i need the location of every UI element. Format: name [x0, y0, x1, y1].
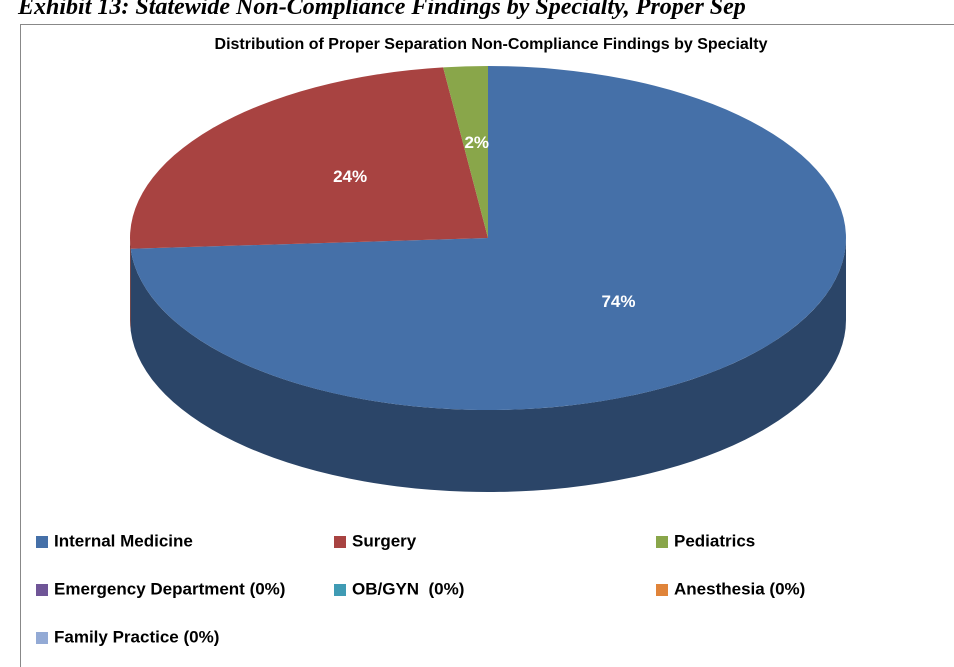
chart-title: Distribution of Proper Separation Non-Co…	[215, 36, 768, 53]
legend-swatch	[36, 536, 48, 548]
slice	[130, 66, 847, 410]
legend-swatch	[656, 536, 668, 548]
legend-label: OB/GYN (0%)	[352, 579, 464, 598]
legend-label: Pediatrics	[674, 531, 755, 550]
legend-swatch	[656, 584, 668, 596]
slice	[130, 67, 488, 249]
legend-swatch	[36, 584, 48, 596]
legend-swatch	[334, 584, 346, 596]
data-label: 2%	[464, 133, 489, 152]
legend-label: Emergency Department (0%)	[54, 579, 285, 598]
page-heading: Exhibit 13: Statewide Non-Compliance Fin…	[18, 0, 746, 20]
data-label: 74%	[601, 292, 635, 311]
legend-label: Family Practice (0%)	[54, 627, 219, 646]
slice	[443, 66, 488, 238]
chart-frame	[20, 24, 954, 667]
legend-swatch	[334, 536, 346, 548]
legend-label: Surgery	[352, 531, 417, 550]
data-label: 24%	[333, 167, 367, 186]
slice-side	[130, 238, 847, 492]
legend-label: Internal Medicine	[54, 531, 193, 550]
slice-side	[130, 238, 131, 331]
legend-label: Anesthesia (0%)	[674, 579, 805, 598]
legend-swatch	[36, 632, 48, 644]
